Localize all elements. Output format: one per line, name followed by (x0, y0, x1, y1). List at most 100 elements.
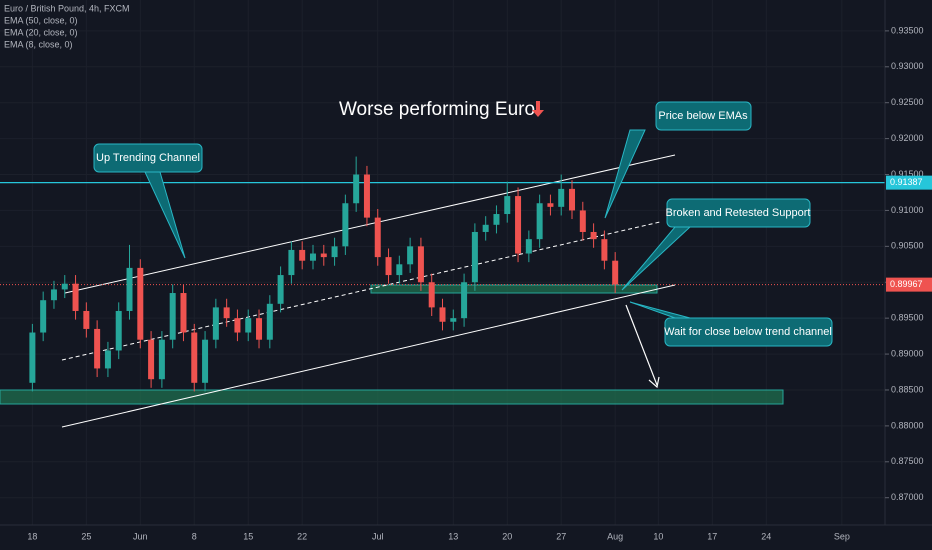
candle-body (547, 203, 554, 207)
candle-body (61, 283, 68, 290)
candle-body (461, 282, 468, 319)
callout-text: Up Trending Channel (96, 152, 200, 164)
candle-body (234, 318, 241, 333)
candle-body (169, 293, 176, 340)
candles (29, 156, 619, 392)
price-label-box (886, 175, 932, 190)
candle-body (504, 196, 511, 215)
x-tick-label: 20 (502, 531, 512, 541)
callout-box (666, 198, 811, 228)
candle-body (256, 318, 263, 340)
axes: 0.87000 0.87500 0.88000 0.88500 0.89000 0.895… (27, 25, 932, 541)
candle-body (180, 293, 187, 333)
y-tick-label: 0.92000 (891, 133, 924, 143)
candle-body (40, 300, 47, 333)
down-arrow-icon (532, 101, 544, 117)
x-tick-label: Sep (834, 531, 850, 541)
x-tick-label: Aug (607, 531, 623, 541)
candle-body (471, 231, 478, 283)
y-tick-label: 0.88000 (891, 420, 924, 430)
callout-box (655, 101, 752, 131)
indicator: EMA (20, close, 0) (4, 27, 78, 37)
x-tick-label: 27 (556, 531, 566, 541)
x-tick-label: 13 (448, 531, 458, 541)
candle-body (396, 264, 403, 276)
x-tick-label: Jun (133, 531, 148, 541)
channel-mid (61, 221, 661, 361)
candle-body (72, 283, 79, 311)
price-label-box (886, 277, 932, 292)
y-tick-label: 0.92500 (891, 97, 924, 107)
y-tick-label: 0.89500 (891, 313, 924, 323)
candle-body (579, 210, 586, 232)
candle-body (266, 303, 273, 340)
candle-body (223, 307, 230, 319)
candle-body (515, 196, 522, 254)
candle-body (126, 267, 133, 311)
candle-body (104, 350, 111, 369)
callout: Up Trending Channel (93, 143, 203, 259)
candle-body (417, 246, 424, 283)
candle-body (277, 275, 284, 304)
candle-body (353, 174, 360, 204)
candle-body (558, 188, 565, 207)
candle-body (148, 339, 155, 380)
candle-body (482, 224, 489, 232)
channel-lower (61, 284, 676, 428)
candle-body (309, 253, 316, 261)
target-zone (0, 389, 784, 405)
candle-body (191, 332, 198, 383)
x-tick-label: 17 (707, 531, 717, 541)
candle-body (158, 339, 165, 380)
candle-body (288, 249, 295, 276)
candle-body (50, 289, 57, 301)
candle-body (363, 174, 370, 218)
candle-body (320, 253, 327, 258)
x-tick-label: 8 (192, 531, 197, 541)
candle-body (299, 249, 306, 261)
y-tick-label: 0.87500 (891, 456, 924, 466)
candle-body (569, 188, 576, 211)
candle-body (590, 231, 597, 240)
symbol: Euro / British Pound, 4h, FXCM (4, 3, 130, 13)
candle-body (525, 239, 532, 254)
indicator: EMA (8, close, 0) (4, 39, 73, 49)
projection-arrow (625, 304, 658, 386)
candle-body (342, 203, 349, 247)
candle-body (202, 339, 209, 383)
candle-body (29, 332, 36, 383)
candle-body (385, 257, 392, 276)
indicator: EMA (50, close, 0) (4, 15, 78, 25)
price-label: 0.91387 (890, 177, 923, 187)
channel-upper (64, 154, 676, 294)
support-zone (370, 284, 658, 294)
candle-body (212, 307, 219, 340)
candle-body (407, 246, 414, 265)
y-tick-label: 0.91500 (891, 169, 924, 179)
x-tick-label: 25 (81, 531, 91, 541)
y-tick-label: 0.93500 (891, 25, 924, 35)
grid (0, 0, 885, 525)
x-tick-label: 24 (761, 531, 771, 541)
candle-body (439, 307, 446, 322)
callout-box (664, 317, 833, 347)
candle-body (331, 246, 338, 258)
y-tick-label: 0.87000 (891, 492, 924, 502)
x-tick-label: 18 (27, 531, 37, 541)
candle-body (374, 217, 381, 258)
callout-text: Price below EMAs (658, 110, 748, 122)
candle-body (493, 214, 500, 225)
x-tick-label: Jul (372, 531, 384, 541)
candle-body (428, 282, 435, 308)
price-label: 0.89967 (890, 279, 923, 289)
x-tick-label: 15 (243, 531, 253, 541)
y-tick-label: 0.90500 (891, 241, 924, 251)
candle-body (94, 328, 101, 369)
callout: Price below EMAs (604, 101, 752, 219)
callout-tail (604, 129, 646, 219)
candle-body (612, 260, 619, 285)
x-tick-label: 22 (297, 531, 307, 541)
candle-body (601, 239, 608, 261)
candle-body (137, 267, 144, 340)
